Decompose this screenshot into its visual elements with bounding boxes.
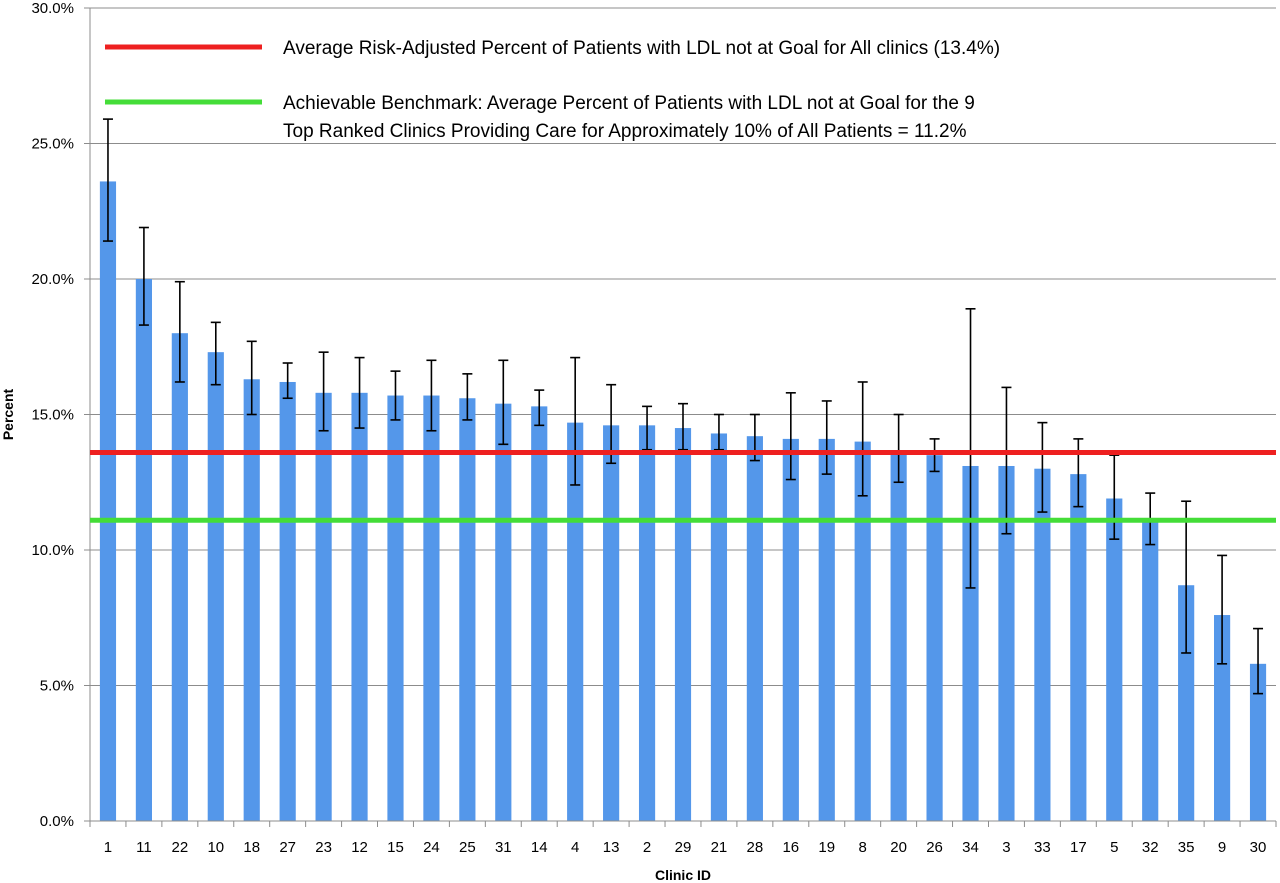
bar [279, 381, 296, 821]
x-tick-label: 27 [279, 839, 296, 856]
bar [171, 333, 188, 821]
bar [603, 425, 620, 821]
x-tick-label: 18 [243, 839, 260, 856]
y-tick-label: 30.0% [31, 0, 74, 17]
bar [351, 392, 368, 821]
bar [1070, 474, 1087, 821]
x-tick-label: 5 [1110, 839, 1118, 856]
x-tick-label: 10 [207, 839, 224, 856]
x-tick-label: 28 [747, 839, 764, 856]
bar [531, 406, 548, 821]
bar [890, 452, 907, 821]
bar [638, 425, 656, 821]
x-tick-label: 8 [859, 839, 867, 856]
bar [746, 436, 763, 821]
bar [998, 465, 1015, 821]
x-tick-label: 4 [571, 839, 579, 856]
x-tick-label: 14 [531, 839, 548, 856]
y-tick-label: 25.0% [31, 136, 74, 153]
y-axis-title: Percent [0, 388, 16, 440]
x-tick-label: 29 [675, 839, 692, 856]
x-tick-label: 17 [1070, 839, 1087, 856]
x-tick-label: 1 [104, 839, 112, 856]
bar [1249, 663, 1267, 821]
legend-label-benchmark: Top Ranked Clinics Providing Care for Ap… [283, 121, 967, 142]
y-tick-label: 10.0% [31, 542, 74, 559]
x-axis-title: Clinic ID [655, 867, 711, 883]
bar [926, 455, 943, 821]
bar [207, 352, 224, 821]
bar [854, 441, 871, 821]
x-tick-label: 19 [818, 839, 835, 856]
bar [710, 433, 728, 821]
x-tick-label: 20 [890, 839, 907, 856]
x-tick-label: 23 [315, 839, 332, 856]
x-tick-label: 35 [1178, 839, 1195, 856]
x-tick-label: 13 [603, 839, 620, 856]
bar [243, 379, 260, 821]
legend-label-average: Average Risk-Adjusted Percent of Patient… [283, 38, 1000, 59]
bar [315, 392, 332, 821]
x-tick-label: 22 [172, 839, 189, 856]
x-tick-label: 15 [387, 839, 404, 856]
x-tick-label: 11 [136, 839, 152, 856]
bar [387, 395, 404, 821]
bar [99, 181, 117, 821]
bar [1142, 520, 1159, 821]
x-tick-label: 24 [423, 839, 440, 856]
x-tick-label: 34 [962, 839, 979, 856]
bar [818, 438, 835, 821]
x-tick-label: 31 [495, 839, 512, 856]
bar [459, 398, 476, 821]
bar [1214, 615, 1231, 821]
y-tick-label: 0.0% [40, 813, 74, 830]
x-tick-label: 3 [1002, 839, 1010, 856]
bar [135, 279, 152, 821]
x-tick-label: 2 [643, 839, 651, 856]
x-tick-label: 12 [351, 839, 368, 856]
x-tick-label: 21 [711, 839, 728, 856]
bar [423, 395, 440, 821]
x-tick-label: 9 [1218, 839, 1226, 856]
bar [1178, 585, 1195, 821]
x-tick-label: 33 [1034, 839, 1051, 856]
x-tick-label: 26 [926, 839, 943, 856]
x-tick-label: 25 [459, 839, 476, 856]
legend-label-benchmark: Achievable Benchmark: Average Percent of… [283, 93, 975, 114]
bar [782, 438, 799, 821]
x-tick-label: 30 [1250, 839, 1267, 856]
y-tick-label: 20.0% [31, 271, 74, 288]
x-tick-label: 16 [782, 839, 799, 856]
bar [1106, 498, 1123, 821]
y-tick-label: 15.0% [31, 407, 74, 424]
bar [1034, 468, 1051, 821]
bar [962, 465, 979, 821]
x-tick-label: 32 [1142, 839, 1159, 856]
bar [495, 403, 512, 821]
bar [674, 428, 692, 821]
y-tick-label: 5.0% [40, 678, 74, 695]
